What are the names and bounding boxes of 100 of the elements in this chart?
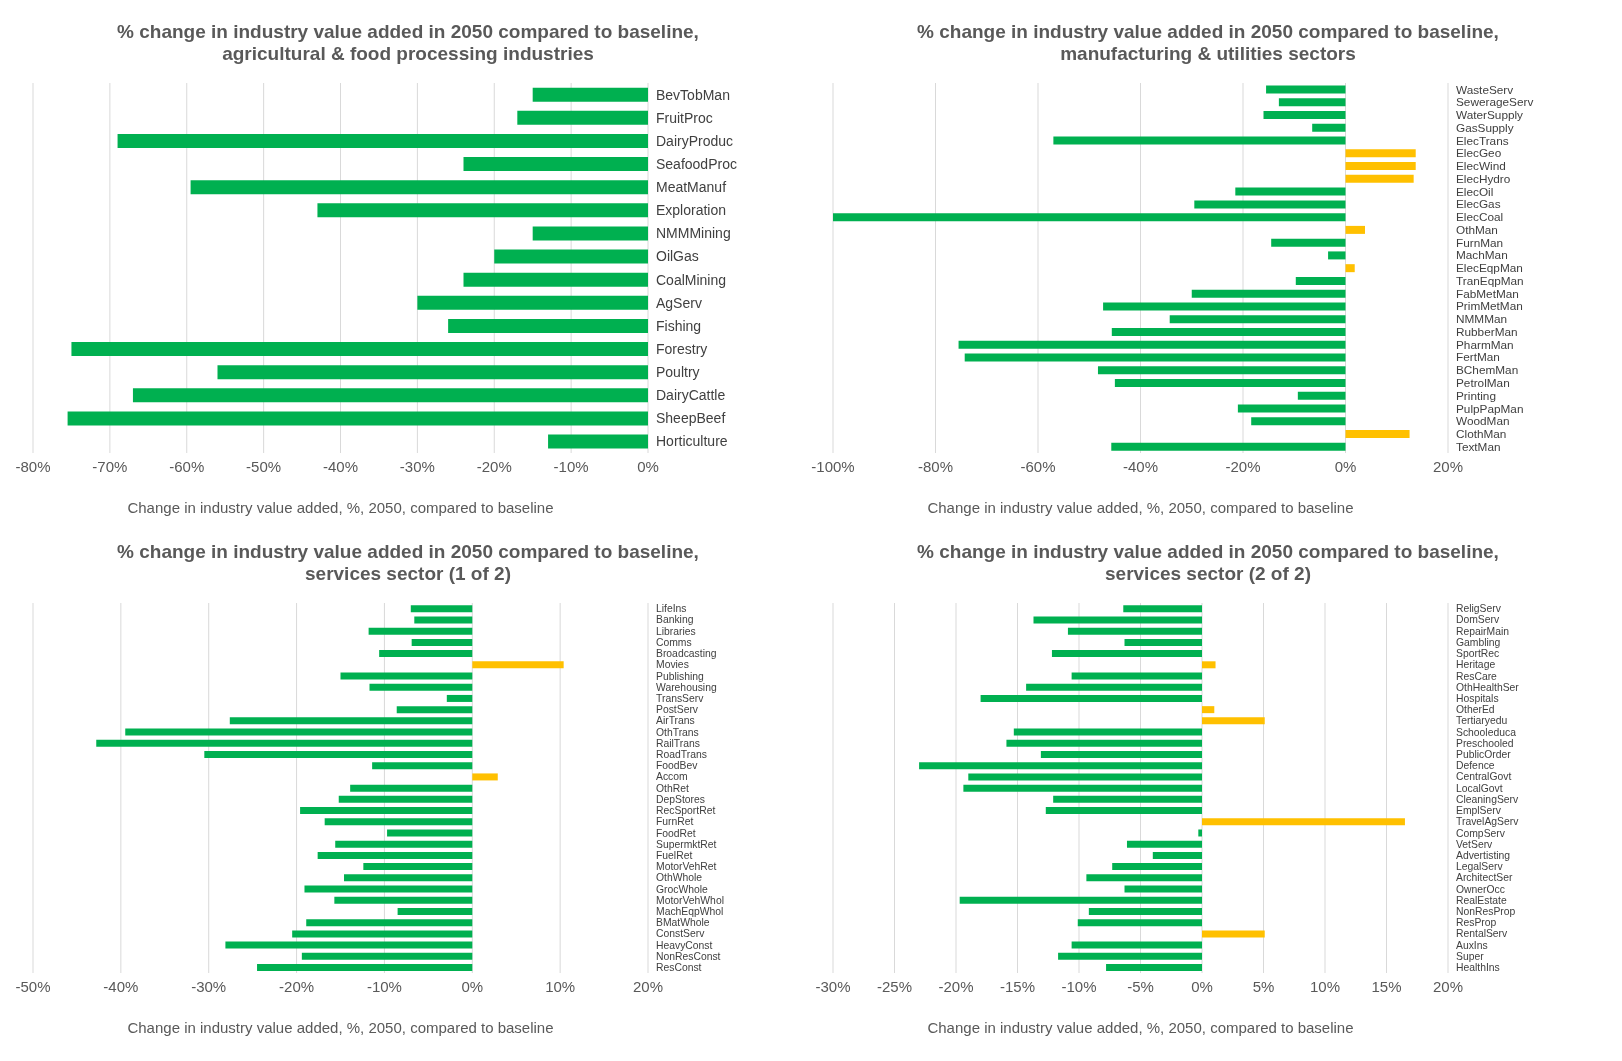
- y-tick-label: ReligServ: [1456, 603, 1502, 615]
- bar: [1266, 85, 1346, 94]
- y-tick-label: Schooleduca: [1456, 726, 1517, 738]
- chart-title: % change in industry value added in 2050 compared to baseline, agricultural & food processing industries: [116, 21, 700, 65]
- bar: [472, 661, 564, 669]
- y-tick-label: Exploration: [656, 202, 727, 219]
- x-tick-label: -20%: [476, 457, 512, 475]
- y-tick-label: Accom: [656, 771, 688, 783]
- y-tick-label: RailTrans: [656, 737, 700, 749]
- y-tick-label: ArchitectSer: [1456, 872, 1513, 884]
- bar: [324, 818, 473, 826]
- y-tick-label: EmplServ: [1456, 805, 1502, 817]
- y-tick-label: AgServ: [656, 294, 702, 311]
- y-tick-label: FoodBev: [656, 760, 699, 772]
- y-tick-label: SeafoodProc: [656, 155, 737, 172]
- y-tick-label: GrocWhole: [656, 883, 709, 895]
- bar: [368, 627, 473, 635]
- y-tick-label: OthWhole: [656, 872, 703, 884]
- y-tick-label: ResCare: [1456, 670, 1498, 682]
- bar: [204, 751, 473, 758]
- y-tick-label: FertMan: [1456, 350, 1500, 364]
- y-tick-label: FoodRet: [656, 827, 696, 839]
- y-tick-label: LocalGovt: [1456, 782, 1503, 794]
- y-tick-label: ElecGeo: [1456, 146, 1502, 160]
- y-tick-label: BMatWhole: [656, 917, 710, 929]
- bar: [1202, 930, 1265, 938]
- y-tick-label: GasSupply: [1456, 120, 1514, 134]
- bar: [1345, 162, 1416, 171]
- x-tick-label: 5%: [1252, 977, 1275, 995]
- y-tick-label: FurnRet: [656, 816, 694, 828]
- y-tick-label: AirTrans: [656, 715, 695, 727]
- y-tick-label: RentalServ: [1456, 928, 1509, 940]
- x-tick-label: 0%: [637, 457, 659, 475]
- bar: [372, 762, 473, 770]
- y-tick-label: AuxIns: [1456, 939, 1488, 951]
- bar: [1235, 187, 1346, 196]
- bar: [317, 851, 473, 859]
- bar: [1345, 174, 1414, 183]
- y-tick-label: Broadcasting: [656, 648, 717, 660]
- x-axis-title: Change in industry value added, %, 2050, compared to baseline: [927, 499, 1354, 516]
- bar: [306, 919, 473, 927]
- bar: [1114, 379, 1346, 387]
- y-tick-label: ElecCoal: [1456, 210, 1504, 224]
- y-tick-label: Warehousing: [656, 681, 717, 693]
- y-tick-label: OilGas: [656, 248, 699, 265]
- y-tick-label: Forestry: [656, 340, 708, 357]
- y-tick-label: BChemMan: [1456, 363, 1519, 377]
- bar: [1040, 751, 1202, 758]
- y-tick-label: PharmMan: [1456, 337, 1514, 351]
- y-tick-label: MachEqpWhol: [656, 906, 724, 918]
- y-tick-label: OthHealthSer: [1456, 681, 1520, 693]
- bar: [833, 213, 1346, 222]
- x-tick-label: -25%: [876, 977, 913, 995]
- y-tick-label: Printing: [1456, 388, 1496, 402]
- y-tick-label: Preschooled: [1456, 737, 1514, 749]
- x-axis-title: Change in industry value added, %, 2050, compared to baseline: [127, 499, 554, 516]
- x-tick-label: -100%: [811, 457, 855, 475]
- x-tick-label: -10%: [1061, 977, 1097, 995]
- y-tick-label: FabMetMan: [1456, 286, 1519, 300]
- x-tick-label: 10%: [545, 977, 576, 995]
- y-tick-label: Fishing: [656, 317, 702, 334]
- x-tick-label: 10%: [1309, 977, 1341, 995]
- y-tick-label: LegalServ: [1456, 861, 1504, 873]
- chart-title: % change in industry value added in 2050 compared to baseline, services sector (1 of 2): [116, 541, 700, 585]
- y-tick-label: Super: [1456, 950, 1485, 962]
- bar: [96, 739, 473, 747]
- bar: [1006, 739, 1202, 747]
- y-tick-label: ElecEqpMan: [1456, 261, 1523, 275]
- bar: [1126, 840, 1202, 848]
- x-tick-label: -30%: [191, 977, 227, 995]
- bar: [300, 807, 473, 815]
- x-tick-label: -40%: [103, 977, 139, 995]
- bar: [959, 896, 1202, 904]
- y-tick-label: CoalMining: [656, 271, 727, 288]
- y-tick-label: Libraries: [656, 625, 696, 637]
- bar: [411, 638, 473, 646]
- y-tick-label: OthTrans: [656, 726, 699, 738]
- bar: [125, 728, 473, 736]
- bar: [1045, 807, 1202, 815]
- y-tick-label: MeatManuf: [656, 179, 727, 196]
- y-tick-label: VetServ: [1456, 838, 1494, 850]
- bar: [340, 672, 473, 680]
- bar: [1312, 123, 1346, 132]
- y-tick-label: RecSportRet: [656, 805, 716, 817]
- bar: [363, 863, 473, 871]
- y-tick-label: TransServ: [656, 692, 705, 704]
- y-tick-label: OthMan: [1456, 222, 1498, 236]
- y-tick-label: ElecGas: [1456, 197, 1501, 211]
- bar: [301, 952, 473, 960]
- bar: [1194, 200, 1346, 209]
- y-tick-label: SportRec: [1456, 648, 1500, 660]
- y-tick-label: FuelRet: [656, 849, 693, 861]
- bar: [387, 829, 473, 837]
- bar: [1103, 302, 1346, 311]
- x-tick-label: -40%: [1122, 457, 1159, 475]
- y-tick-label: Publishing: [656, 670, 705, 682]
- y-tick-label: Horticulture: [656, 433, 728, 450]
- bar: [1112, 863, 1202, 871]
- y-tick-label: PetrolMan: [1456, 376, 1510, 390]
- bar: [334, 896, 473, 904]
